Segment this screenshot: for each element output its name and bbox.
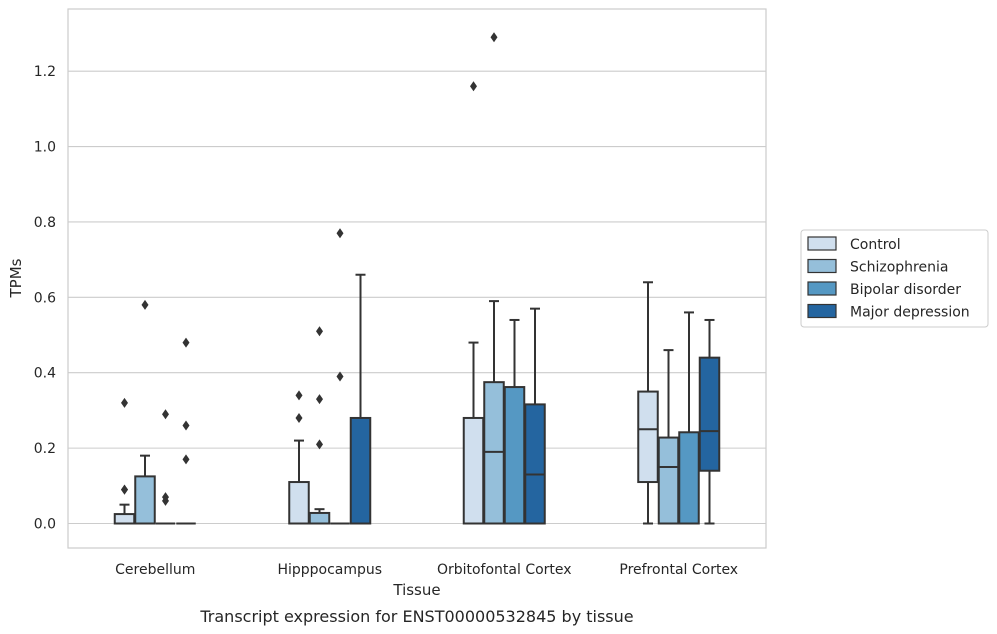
box-group <box>678 311 700 525</box>
outlier-point <box>316 326 323 337</box>
box <box>503 386 526 525</box>
outlier-point <box>162 409 169 420</box>
y-tick-label: 1.0 <box>34 140 56 156</box>
outlier-point <box>490 32 498 43</box>
box-group <box>134 299 156 525</box>
box-series <box>113 32 721 525</box>
outlier-point <box>316 439 323 450</box>
y-tick-label: 0.6 <box>34 290 56 306</box>
outlier-point <box>316 394 323 405</box>
box <box>134 475 156 525</box>
x-axis-ticks: Cerebellum Hipppocampus Orbitofontal Corte… <box>115 562 738 578</box>
box <box>678 431 700 525</box>
x-tick-label: Cerebellum <box>115 562 195 578</box>
legend-swatch <box>807 303 837 319</box>
legend-label: Major depression <box>850 305 970 321</box>
y-tick-label: 0.4 <box>34 366 56 382</box>
plot-area-frame <box>67 8 767 549</box>
box-group <box>113 397 136 525</box>
legend-swatch <box>807 281 837 296</box>
legend-frame <box>800 229 989 328</box>
outlier-point <box>336 228 344 239</box>
legend-swatch <box>807 236 837 251</box>
y-tick-label: 0.8 <box>34 215 56 231</box>
outlier-point <box>121 484 128 495</box>
legend-swatch <box>807 258 837 274</box>
outlier-point <box>336 371 344 382</box>
box-group <box>288 390 310 525</box>
y-tick-label: 1.2 <box>34 64 56 80</box>
box <box>462 416 485 525</box>
box <box>113 513 136 525</box>
x-tick-label: Orbitofontal Cortex <box>437 562 572 578</box>
y-axis-ticks: 0.0 0.2 0.4 0.6 0.8 1.0 1.2 <box>34 64 56 532</box>
box-group <box>349 273 372 525</box>
outlier-point <box>295 412 303 423</box>
chart-caption: Transcript expression for ENST0000053284… <box>199 607 633 626</box>
box <box>657 436 680 525</box>
box <box>349 416 372 525</box>
outlier-point <box>182 454 190 465</box>
outlier-point <box>162 492 169 503</box>
legend-label: Control <box>850 237 901 253</box>
outlier-point <box>182 420 190 431</box>
x-tick-label: Hipppocampus <box>277 562 382 578</box>
box <box>308 511 331 525</box>
box-group <box>330 228 350 525</box>
box-group <box>308 326 331 525</box>
outlier-point <box>182 337 190 348</box>
outlier-point <box>121 397 128 408</box>
legend-label: Schizophrenia <box>850 260 948 276</box>
outlier-point <box>141 299 149 310</box>
box-group <box>524 307 546 525</box>
box <box>288 481 310 525</box>
outlier-point <box>470 81 477 92</box>
legend: Control Schizophrenia Bipolar disorder Majo… <box>800 229 989 328</box>
y-tick-label: 0.2 <box>34 441 56 457</box>
box-group <box>462 81 485 525</box>
y-tick-label: 0.0 <box>34 517 56 533</box>
legend-label: Bipolar disorder <box>850 282 961 298</box>
outlier-point <box>295 390 303 401</box>
box <box>524 403 546 525</box>
box-group <box>698 318 721 525</box>
box <box>637 390 659 484</box>
box-group <box>155 409 176 525</box>
box-group <box>176 337 196 525</box>
y-axis-label: TPMs <box>7 258 25 298</box>
box <box>698 356 721 472</box>
x-axis-label: Tissue <box>392 581 440 599</box>
x-tick-label: Prefrontal Cortex <box>619 562 738 578</box>
